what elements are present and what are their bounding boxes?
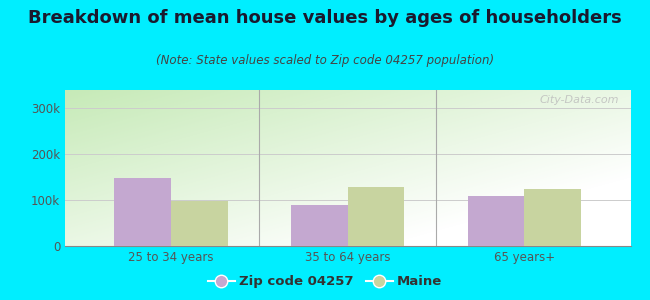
Text: Breakdown of mean house values by ages of householders: Breakdown of mean house values by ages o…: [28, 9, 622, 27]
Bar: [468, 196, 525, 246]
Text: City-Data.com: City-Data.com: [540, 95, 619, 105]
Bar: [348, 187, 404, 246]
Legend: Zip code 04257, Maine: Zip code 04257, Maine: [203, 270, 447, 293]
Bar: [114, 178, 171, 246]
Bar: [525, 189, 581, 246]
Text: (Note: State values scaled to Zip code 04257 population): (Note: State values scaled to Zip code 0…: [156, 54, 494, 67]
Bar: [171, 201, 228, 246]
Bar: [291, 205, 348, 246]
